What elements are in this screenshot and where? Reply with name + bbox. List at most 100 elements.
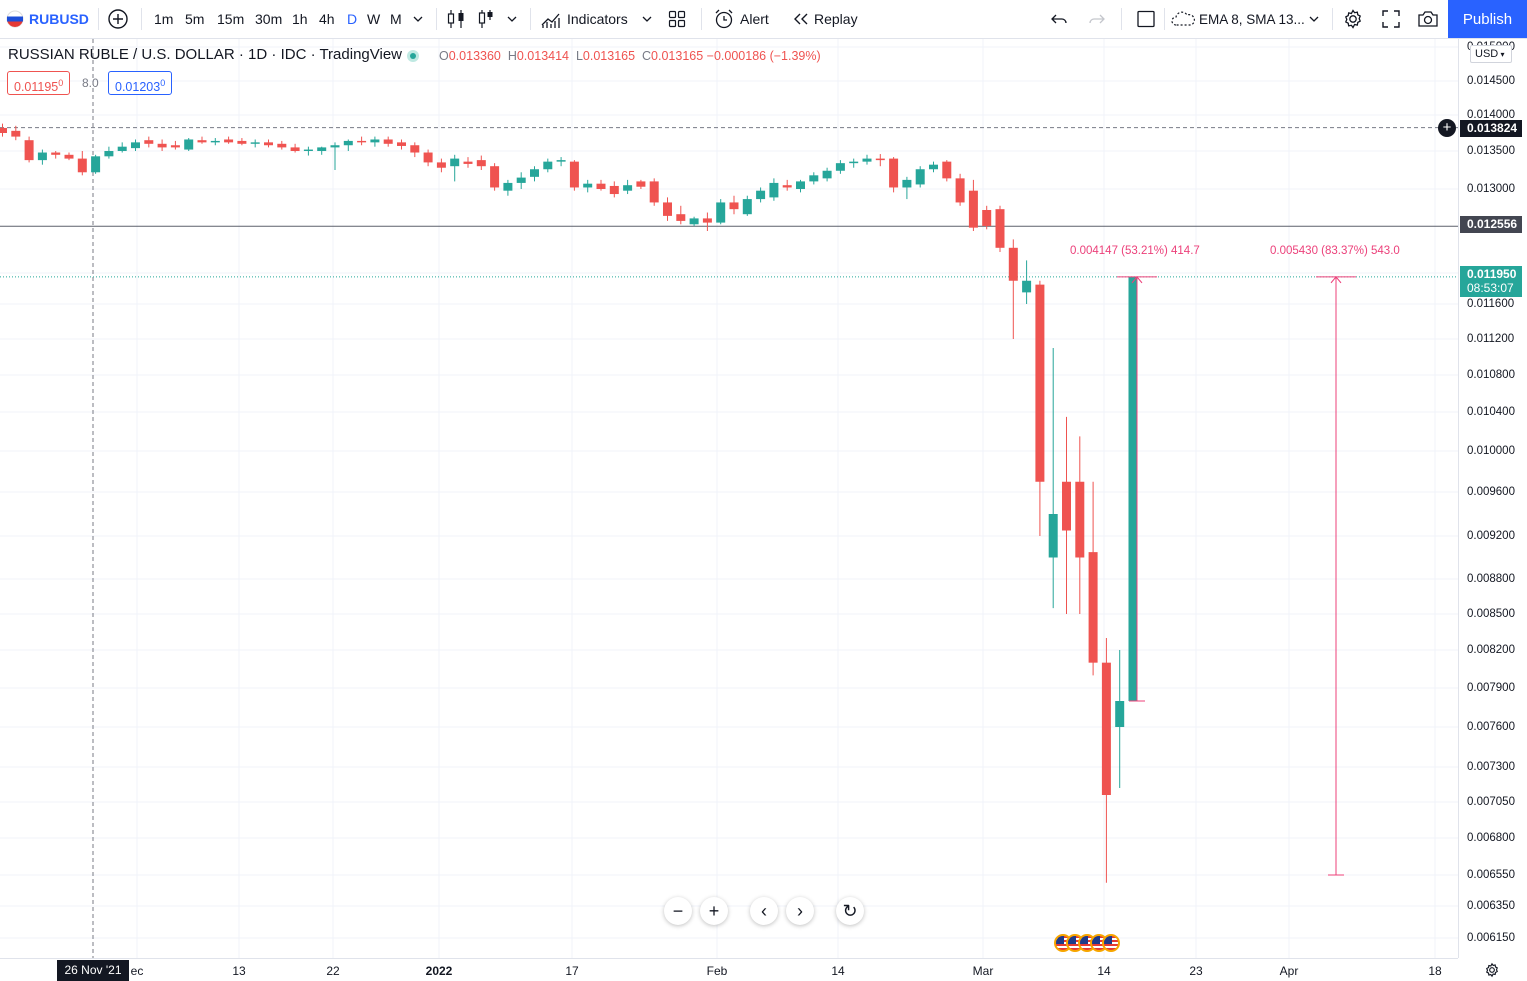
chevron-down-icon bbox=[1309, 16, 1319, 22]
price-tick-label: 0.007600 bbox=[1467, 721, 1515, 733]
reset-chart-button[interactable]: ↻ bbox=[836, 897, 864, 925]
candle-body bbox=[157, 143, 167, 148]
candle bbox=[729, 195, 739, 215]
time-axis[interactable]: ec 13 22 2022 17 Feb 14 Mar 14 23 Apr 18 bbox=[0, 958, 1458, 981]
time-tick-label: 14 bbox=[831, 964, 845, 978]
candle bbox=[942, 160, 952, 182]
indicators-dropdown[interactable] bbox=[641, 0, 653, 38]
candle-body bbox=[968, 190, 978, 228]
candle bbox=[303, 146, 313, 156]
candle bbox=[264, 139, 273, 148]
chevron-down-icon bbox=[642, 16, 652, 22]
layout-button[interactable] bbox=[668, 0, 686, 38]
interval-4h[interactable]: 4h bbox=[319, 11, 335, 27]
candle bbox=[436, 158, 446, 173]
candle-body bbox=[596, 183, 606, 189]
sell-button[interactable]: 0.011950 bbox=[7, 71, 71, 95]
candle-body bbox=[756, 190, 766, 200]
candle-body bbox=[77, 158, 87, 173]
replay-label: Replay bbox=[814, 11, 858, 27]
candle bbox=[290, 143, 300, 153]
redo-button[interactable] bbox=[1088, 0, 1106, 38]
buy-button[interactable]: 0.012030 bbox=[108, 71, 173, 95]
indicators-button[interactable]: Indicators bbox=[540, 0, 628, 38]
candle bbox=[543, 158, 553, 173]
currency-select[interactable]: USD ▾ bbox=[1470, 45, 1512, 63]
candle bbox=[889, 157, 899, 193]
candle bbox=[596, 179, 606, 191]
interval-d[interactable]: D bbox=[347, 11, 358, 27]
symbol-legend-title[interactable]: RUSSIAN RUBLE / U.S. DOLLAR · 1D · IDC ·… bbox=[8, 46, 402, 63]
chevron-down-icon bbox=[413, 16, 423, 22]
candle-body bbox=[131, 142, 140, 149]
candle-body bbox=[796, 181, 805, 189]
gear-icon bbox=[1486, 962, 1498, 978]
candle-body bbox=[902, 179, 912, 188]
candle-body bbox=[530, 169, 539, 177]
interval-m[interactable]: M bbox=[390, 11, 402, 27]
interval-30m[interactable]: 30m bbox=[255, 11, 283, 27]
study-template-button[interactable]: EMA 8, SMA 13... bbox=[1170, 0, 1305, 38]
add-alert-plus-icon[interactable]: + bbox=[1438, 119, 1456, 137]
divider bbox=[436, 8, 437, 30]
candle bbox=[1075, 436, 1085, 614]
market-status-icon[interactable] bbox=[407, 50, 419, 62]
candle-body bbox=[569, 161, 579, 188]
candle-body bbox=[330, 145, 340, 148]
candle bbox=[397, 139, 406, 150]
candle bbox=[875, 154, 885, 167]
candle bbox=[250, 139, 260, 148]
compare-button[interactable] bbox=[107, 0, 129, 38]
price-axis[interactable]: 0.0150000.0145000.0140000.0135000.013000… bbox=[1458, 39, 1527, 958]
scroll-left-button[interactable]: ‹ bbox=[750, 897, 778, 925]
interval-1h[interactable]: 1h bbox=[292, 11, 308, 27]
divider bbox=[141, 8, 142, 30]
time-tick-label: Apr bbox=[1279, 964, 1299, 978]
bar-style-button[interactable] bbox=[446, 0, 466, 38]
settings-button[interactable] bbox=[1342, 0, 1364, 38]
divider bbox=[701, 8, 702, 30]
us-flag-event-icon[interactable] bbox=[1102, 934, 1120, 952]
measurement-tools[interactable] bbox=[1117, 276, 1356, 876]
fullscreen-button[interactable] bbox=[1381, 0, 1401, 38]
time-tick-label: 2022 bbox=[425, 964, 453, 978]
price-tick-label: 0.010400 bbox=[1467, 406, 1515, 418]
interval-15m[interactable]: 15m bbox=[217, 11, 245, 27]
buy-price-sup: 0 bbox=[160, 78, 166, 88]
candle-body bbox=[1022, 280, 1032, 293]
interval-dropdown[interactable] bbox=[412, 0, 424, 38]
alert-button[interactable]: Alert bbox=[713, 0, 769, 38]
replay-button[interactable]: Replay bbox=[792, 0, 858, 38]
symbol-search[interactable]: RUBUSD bbox=[6, 0, 89, 38]
template-dropdown[interactable] bbox=[1308, 0, 1320, 38]
candle-body bbox=[609, 185, 619, 195]
interval-1m[interactable]: 1m bbox=[154, 11, 174, 27]
divider bbox=[1332, 8, 1333, 30]
candle bbox=[277, 140, 287, 150]
price-tick-label: 0.006350 bbox=[1467, 900, 1515, 912]
publish-button[interactable]: Publish bbox=[1448, 0, 1527, 38]
zoom-out-button[interactable]: − bbox=[664, 897, 692, 925]
zoom-in-button[interactable]: + bbox=[700, 897, 728, 925]
undo-button[interactable] bbox=[1050, 0, 1068, 38]
interval-5m[interactable]: 5m bbox=[185, 11, 205, 27]
reset-icon: ↻ bbox=[842, 900, 858, 921]
scroll-right-button[interactable]: › bbox=[786, 897, 814, 925]
chart-type-dropdown[interactable] bbox=[506, 0, 518, 38]
axis-settings-button[interactable] bbox=[1484, 962, 1500, 981]
chart-pane[interactable] bbox=[0, 39, 1458, 958]
interval-w[interactable]: W bbox=[367, 11, 381, 27]
candle bbox=[902, 176, 912, 200]
alert-label: Alert bbox=[740, 11, 769, 27]
bar-style-alt-button[interactable] bbox=[476, 0, 496, 38]
close-key: C bbox=[638, 49, 652, 63]
camera-icon bbox=[1418, 11, 1438, 27]
candle bbox=[583, 179, 593, 193]
price-tick-label: 0.007900 bbox=[1467, 682, 1515, 694]
candle-body bbox=[0, 127, 7, 133]
layout-toggle-button[interactable] bbox=[1136, 0, 1156, 38]
time-tick-label: Feb bbox=[706, 964, 728, 978]
snapshot-button[interactable] bbox=[1417, 0, 1439, 38]
candle-body bbox=[423, 152, 433, 163]
measure-label-2: 0.005430 (83.37%) 543.0 bbox=[1270, 245, 1400, 257]
